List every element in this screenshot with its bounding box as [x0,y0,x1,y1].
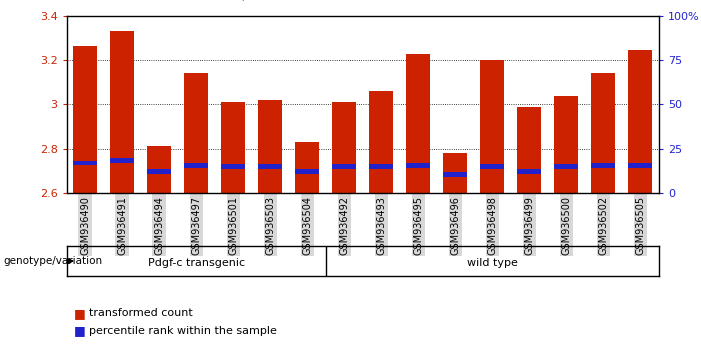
Bar [628,163,653,168]
Text: ■: ■ [74,307,86,320]
Bar [73,46,97,193]
Bar [592,73,615,193]
Bar [221,102,245,193]
Bar [554,96,578,193]
Text: percentile rank within the sample: percentile rank within the sample [89,326,277,336]
Bar [554,164,578,169]
Bar [295,142,319,193]
Bar [517,107,541,193]
Bar [258,100,283,193]
Text: GDS5320 / 10599251: GDS5320 / 10599251 [173,0,322,2]
Bar [407,163,430,168]
Bar [258,164,283,169]
Text: ■: ■ [74,325,86,337]
Bar [480,60,505,193]
Bar [184,163,208,168]
Bar [407,53,430,193]
Bar [147,170,171,175]
Bar [628,50,653,193]
Bar [184,73,208,193]
Text: wild type: wild type [467,258,518,268]
Bar [147,147,171,193]
Bar [295,170,319,175]
Bar [369,164,393,169]
Bar [110,159,134,163]
Bar [480,164,505,169]
Bar [73,161,97,166]
Text: transformed count: transformed count [89,308,193,318]
Bar [517,170,541,175]
Bar [369,91,393,193]
Bar [332,102,356,193]
Bar [443,172,468,177]
Bar [332,164,356,169]
Bar [443,153,468,193]
Bar [110,32,134,193]
Bar [592,163,615,168]
Text: Pdgf-c transgenic: Pdgf-c transgenic [148,258,245,268]
Bar [221,164,245,169]
Text: genotype/variation: genotype/variation [4,256,102,266]
